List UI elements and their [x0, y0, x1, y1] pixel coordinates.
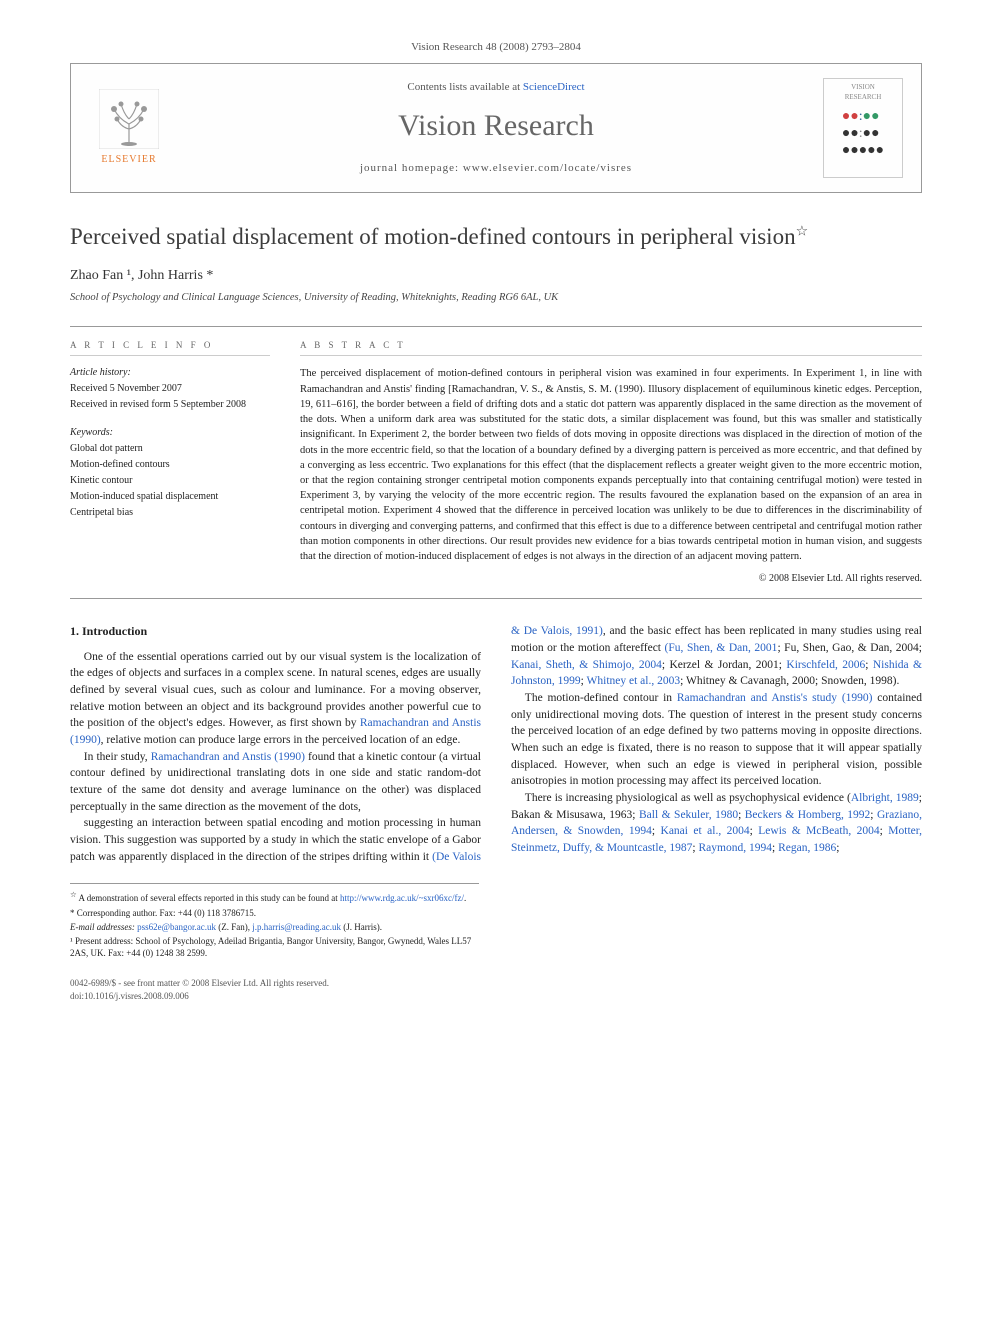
- homepage-prefix: journal homepage:: [360, 162, 463, 174]
- text-run: , relative motion can produce large erro…: [101, 734, 461, 746]
- contents-prefix: Contents lists available at: [407, 81, 522, 93]
- abstract-block: A B S T R A C T The perceived displaceme…: [300, 339, 922, 586]
- article-info-block: A R T I C L E I N F O Article history: R…: [70, 326, 922, 599]
- author-list: Zhao Fan ¹, John Harris *: [70, 266, 922, 286]
- page-footer: 0042-6989/$ - see front matter © 2008 El…: [70, 977, 922, 1002]
- email-link[interactable]: pss62e@bangor.ac.uk: [137, 922, 216, 932]
- journal-header-box: ELSEVIER Contents lists available at Sci…: [70, 63, 922, 193]
- text-run: ;: [836, 842, 839, 854]
- homepage-url: www.elsevier.com/locate/visres: [463, 162, 632, 174]
- affiliation: School of Psychology and Clinical Langua…: [70, 291, 922, 306]
- body-paragraph: The motion-defined contour in Ramachandr…: [511, 690, 922, 790]
- text-run: ;: [750, 825, 759, 837]
- header-center: Contents lists available at ScienceDirec…: [187, 80, 805, 177]
- text-run: contained only unidirectional moving dot…: [511, 692, 922, 787]
- body-paragraph: There is increasing physiological as wel…: [511, 790, 922, 857]
- text-run: (Z. Fan),: [216, 922, 252, 932]
- abstract-heading: A B S T R A C T: [300, 339, 922, 357]
- text-run: In their study,: [84, 751, 151, 763]
- text-run: ; Whitney & Cavanagh, 2000; Snowden, 199…: [680, 675, 899, 687]
- sciencedirect-link[interactable]: ScienceDirect: [523, 81, 585, 93]
- footnote-star: ☆ A demonstration of several effects rep…: [70, 890, 479, 904]
- elsevier-logo: ELSEVIER: [89, 83, 169, 173]
- text-run: ; Kerzel & Jordan, 2001;: [662, 659, 787, 671]
- cover-line1: VISION: [851, 83, 875, 93]
- keyword: Motion-defined contours: [70, 458, 270, 472]
- journal-homepage-line: journal homepage: www.elsevier.com/locat…: [187, 161, 805, 176]
- text-run: suggesting an interaction between spatia…: [70, 817, 481, 862]
- text-run: ;: [865, 659, 873, 671]
- cover-line2: RESEARCH: [845, 93, 882, 103]
- issn-line: 0042-6989/$ - see front matter © 2008 El…: [70, 977, 329, 990]
- journal-title: Vision Research: [187, 105, 805, 147]
- text-run: ; Fu, Shen, Gao, & Dan, 2004;: [777, 642, 922, 654]
- copyright-line: © 2008 Elsevier Ltd. All rights reserved…: [300, 572, 922, 586]
- corresponding-author: * Corresponding author. Fax: +44 (0) 118…: [70, 907, 479, 919]
- citation-link[interactable]: Albright, 1989: [851, 792, 919, 804]
- history-label: Article history:: [70, 366, 270, 380]
- text-run: ;: [880, 825, 889, 837]
- keyword: Motion-induced spatial displacement: [70, 490, 270, 504]
- section-heading: 1. Introduction: [70, 623, 481, 640]
- running-header: Vision Research 48 (2008) 2793–2804: [70, 40, 922, 55]
- text-run: .: [464, 893, 466, 903]
- footnote-1: ¹ Present address: School of Psychology,…: [70, 935, 479, 959]
- text-run: ;: [652, 825, 661, 837]
- text-run: There is increasing physiological as wel…: [525, 792, 851, 804]
- elsevier-label: ELSEVIER: [101, 153, 156, 167]
- footnote-block: ☆ A demonstration of several effects rep…: [70, 883, 479, 959]
- citation-link[interactable]: Lewis & McBeath, 2004: [758, 825, 879, 837]
- abstract-text: The perceived displacement of motion-def…: [300, 366, 922, 564]
- text-run: A demonstration of several effects repor…: [79, 893, 341, 903]
- keyword: Global dot pattern: [70, 442, 270, 456]
- contents-available-line: Contents lists available at ScienceDirec…: [187, 80, 805, 95]
- text-run: ;: [870, 809, 877, 821]
- article-info-heading: A R T I C L E I N F O: [70, 339, 270, 357]
- citation-link[interactable]: Raymond, 1994: [699, 842, 772, 854]
- citation-link[interactable]: Ramachandran and Anstis (1990): [151, 751, 305, 763]
- revised-date: Received in revised form 5 September 200…: [70, 398, 270, 412]
- citation-link[interactable]: Ramachandran and Anstis's study (1990): [677, 692, 873, 704]
- email-label: E-mail addresses:: [70, 922, 137, 932]
- demo-url-link[interactable]: http://www.rdg.ac.uk/~sxr06xc/fz/: [340, 893, 464, 903]
- text-run: The motion-defined contour in: [525, 692, 677, 704]
- text-run: (J. Harris).: [341, 922, 382, 932]
- citation-link[interactable]: (Fu, Shen, & Dan, 2001: [665, 642, 778, 654]
- text-run: ;: [738, 809, 745, 821]
- citation-link[interactable]: Kanai et al., 2004: [661, 825, 750, 837]
- citation-link[interactable]: Beckers & Homberg, 1992: [745, 809, 871, 821]
- journal-cover-thumbnail: VISION RESEARCH ●●:●● ●●:●● ●●●●●: [823, 78, 903, 178]
- body-paragraph: One of the essential operations carried …: [70, 649, 481, 749]
- email-addresses: E-mail addresses: pss62e@bangor.ac.uk (Z…: [70, 921, 479, 933]
- citation-link[interactable]: Whitney et al., 2003: [587, 675, 681, 687]
- received-date: Received 5 November 2007: [70, 382, 270, 396]
- email-link[interactable]: j.p.harris@reading.ac.uk: [252, 922, 341, 932]
- citation-link[interactable]: Kanai, Sheth, & Shimojo, 2004: [511, 659, 662, 671]
- title-text: Perceived spatial displacement of motion…: [70, 224, 796, 249]
- cover-graphic: ●●:●● ●●:●● ●●●●●: [842, 109, 884, 159]
- citation-link[interactable]: Regan, 1986: [778, 842, 836, 854]
- elsevier-tree-icon: [99, 89, 159, 149]
- citation-link[interactable]: Ball & Sekuler, 1980: [639, 809, 738, 821]
- article-title: Perceived spatial displacement of motion…: [70, 221, 922, 253]
- citation-link[interactable]: Kirschfeld, 2006: [786, 659, 865, 671]
- doi-line: doi:10.1016/j.visres.2008.09.006: [70, 990, 329, 1003]
- keyword: Kinetic contour: [70, 474, 270, 488]
- keywords-label: Keywords:: [70, 426, 270, 440]
- body-text: 1. Introduction One of the essential ope…: [70, 623, 922, 865]
- article-info-left: A R T I C L E I N F O Article history: R…: [70, 339, 270, 586]
- body-paragraph: In their study, Ramachandran and Anstis …: [70, 749, 481, 816]
- keyword: Centripetal bias: [70, 506, 270, 520]
- title-footnote-marker: ☆: [796, 225, 809, 240]
